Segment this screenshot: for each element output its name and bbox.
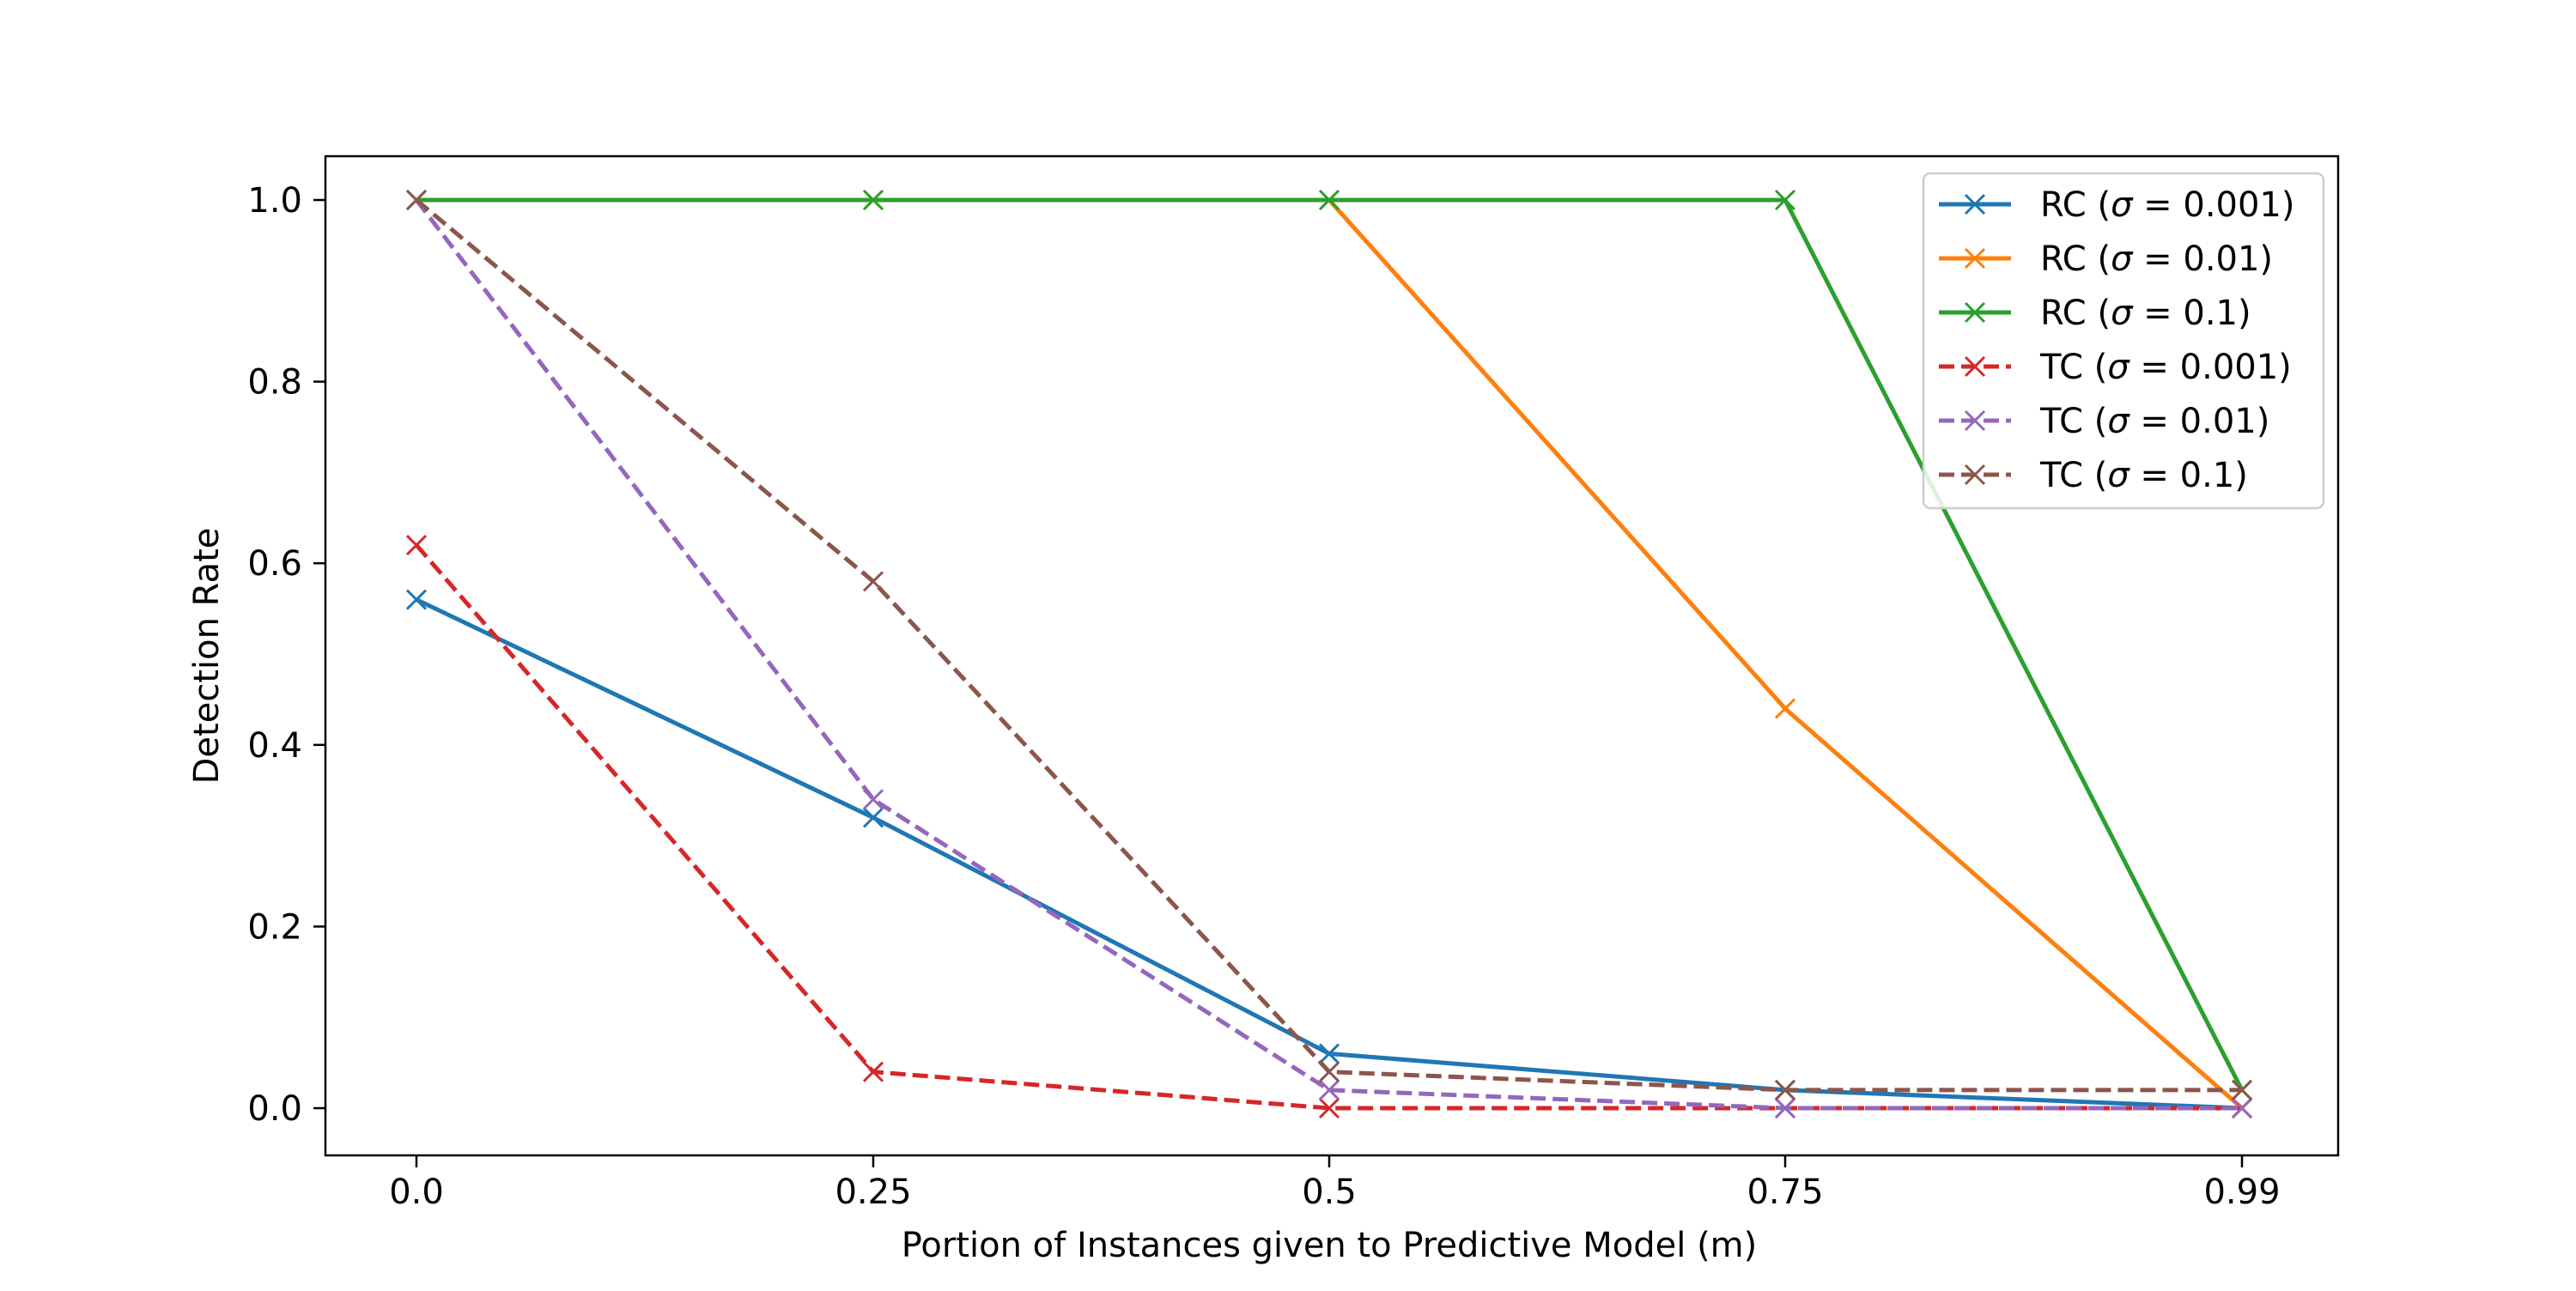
y-tick-label: 0.2 [247, 907, 302, 947]
y-axis: 0.0 0.2 0.4 0.6 0.8 1.0 [247, 181, 325, 1129]
series-line [415, 198, 2242, 1111]
y-tick-label: 1.0 [247, 181, 302, 221]
legend-marker [1964, 464, 1986, 486]
data-point-marker [1318, 1043, 1340, 1064]
legend-marker [1964, 409, 1986, 432]
series-line [415, 597, 2243, 1111]
data-point-marker [862, 1061, 884, 1082]
legend-label: TC (σ = 0.1) [2039, 456, 2248, 495]
x-axis: 0.0 0.25 0.5 0.75 0.99 [389, 1155, 2281, 1212]
legend-marker [1964, 247, 1986, 270]
data-point-marker [862, 789, 884, 810]
data-point-marker [1774, 1097, 1796, 1119]
y-tick-label: 0.8 [247, 363, 302, 403]
legend-label: RC (σ = 0.001) [2040, 185, 2294, 225]
data-point-marker [1774, 1079, 1796, 1100]
data-point-marker [1774, 189, 1796, 211]
data-point-marker [405, 589, 428, 610]
data-point-marker [1318, 1061, 1340, 1082]
x-tick-label: 0.99 [2203, 1173, 2280, 1212]
x-tick-label: 0.25 [835, 1173, 911, 1212]
legend: RC (σ = 0.001) RC (σ = 0.01) RC (σ = 0.1) T… [1922, 172, 2325, 510]
legend-label: TC (σ = 0.01) [2039, 402, 2269, 441]
legend-marker [1964, 193, 1986, 215]
data-point-marker [862, 807, 884, 828]
x-tick-label: 0.0 [389, 1173, 444, 1212]
data-point-marker [1318, 1079, 1340, 1100]
legend-label: RC (σ = 0.1) [2040, 294, 2251, 333]
data-point-marker [2231, 1097, 2253, 1119]
legend-marker [1964, 355, 1986, 378]
legend-label: RC (σ = 0.01) [2040, 239, 2273, 279]
data-point-marker [405, 534, 428, 556]
x-axis-label: Portion of Instances given to Predictive… [902, 1226, 1758, 1265]
y-tick-label: 0.4 [247, 726, 302, 766]
legend-box [1922, 172, 2325, 510]
series-line [415, 543, 2242, 1111]
legend-label: TC (σ = 0.001) [2039, 348, 2292, 387]
y-axis-label: Detection Rate [187, 528, 227, 785]
x-tick-label: 0.75 [1747, 1173, 1823, 1212]
y-tick-label: 0.6 [247, 544, 302, 584]
x-tick-label: 0.5 [1302, 1173, 1357, 1212]
y-tick-label: 0.0 [247, 1089, 302, 1129]
data-point-marker [2231, 1079, 2253, 1100]
plot-frame [324, 155, 2340, 1157]
data-point-marker [1774, 698, 1796, 719]
data-point-marker [405, 189, 428, 211]
data-point-marker [1318, 1097, 1340, 1119]
data-point-marker [862, 571, 884, 592]
data-point-marker [1318, 189, 1340, 211]
legend-marker [1964, 301, 1986, 324]
data-point-marker [862, 189, 884, 211]
